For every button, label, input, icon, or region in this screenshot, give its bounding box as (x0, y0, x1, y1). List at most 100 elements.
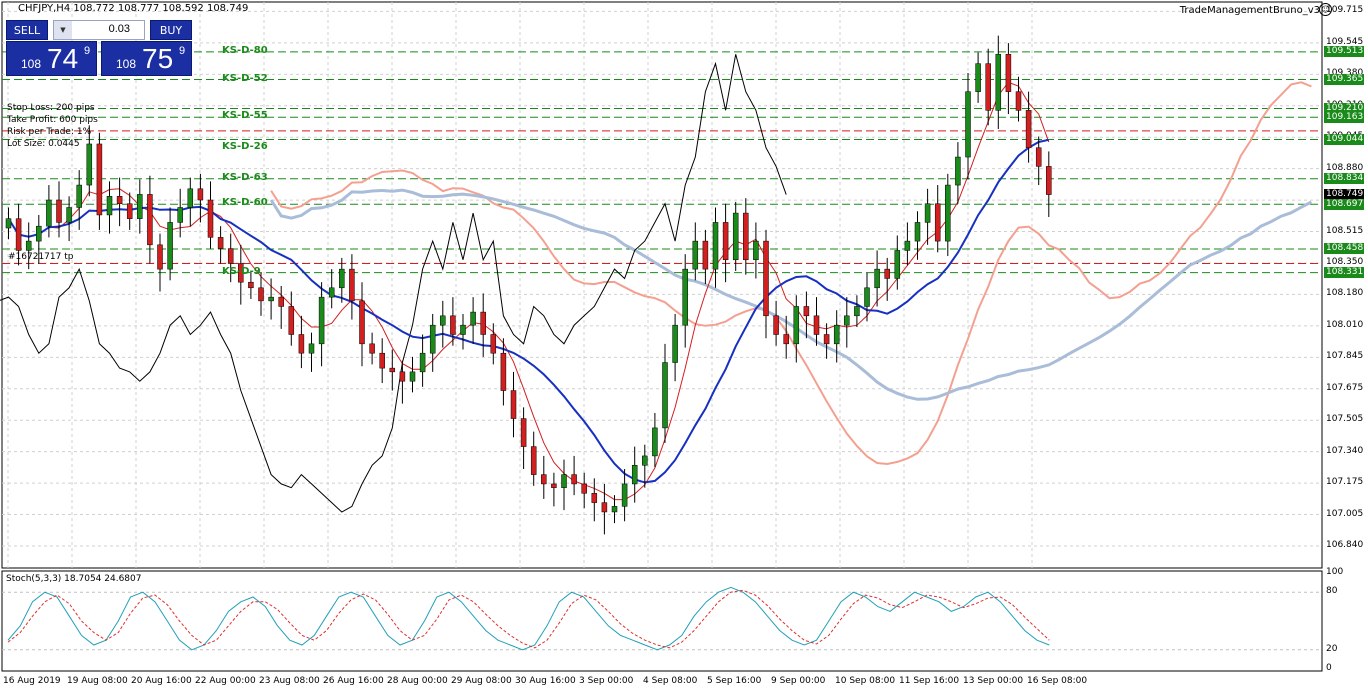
candle-body (541, 474, 547, 485)
candle-body (349, 268, 355, 302)
candle-body (591, 493, 598, 503)
price-tick: 109.715 (1326, 5, 1364, 16)
candle-body (470, 311, 476, 326)
sell-button[interactable]: SELL (6, 20, 48, 40)
buy-price-button[interactable]: 108 75 9 (101, 41, 192, 76)
candle-body (25, 240, 32, 251)
candlesticks (5, 35, 1052, 535)
stoch-main-line (7, 586, 1050, 651)
candle-body (328, 287, 335, 298)
stoch-signal-line (7, 589, 1050, 649)
price-tag: 109.365 (1324, 74, 1364, 86)
candle-body (662, 362, 668, 429)
candle-body (66, 207, 72, 223)
time-tick: 19 Aug 08:00 (67, 676, 128, 686)
candle-body (813, 315, 820, 335)
candle-body (36, 225, 42, 242)
time-tick: 30 Aug 16:00 (515, 676, 576, 686)
candle-body (86, 143, 93, 186)
candle-body (1046, 166, 1052, 195)
time-tick: 10 Sep 08:00 (835, 676, 896, 686)
candle-body (15, 218, 22, 251)
candle-body (278, 296, 284, 307)
candle-body (530, 446, 537, 475)
lot-size-input[interactable]: ▼ 0.03 (53, 20, 145, 40)
candle-body (601, 502, 608, 513)
ks-label: KS-D-9 (222, 265, 261, 277)
lot-size-value[interactable]: 0.03 (108, 23, 130, 35)
candle-body (359, 300, 365, 345)
price-tag: 108.458 (1324, 243, 1364, 255)
candle-body (783, 334, 789, 345)
buy-price-prefix: 108 (116, 57, 137, 71)
price-tag: 109.513 (1324, 46, 1364, 58)
candle-body (419, 352, 426, 373)
candle-body (177, 207, 183, 223)
price-tick: 107.675 (1326, 382, 1364, 393)
candle-body (965, 91, 971, 158)
time-tick: 13 Sep 00:00 (963, 676, 1024, 686)
candle-body (985, 63, 991, 111)
candle-body (914, 222, 921, 242)
candle-body (490, 334, 497, 354)
candle-body (702, 240, 709, 270)
take-profit-info: Take Profit: 600 pips (7, 115, 98, 125)
candle-body (924, 203, 931, 223)
stoch-tick: 100 (1326, 567, 1344, 577)
candle-body (945, 184, 951, 242)
stoch-tick: 80 (1326, 586, 1338, 597)
candle-body (753, 240, 759, 261)
ks-label: KS-D-55 (222, 110, 268, 122)
price-tick: 107.845 (1326, 351, 1364, 362)
time-tick: 4 Sep 08:00 (643, 676, 698, 686)
candle-body (561, 474, 567, 488)
sell-price-prefix: 108 (21, 57, 42, 71)
candle-body (934, 203, 941, 242)
candle-body (682, 268, 688, 326)
candle-body (995, 54, 1002, 111)
one-click-trading-panel: SELL ▼ 0.03 BUY 108 74 9 108 75 9 (6, 20, 192, 76)
stop-loss-info: Stop Loss: 200 pips (7, 103, 95, 113)
sell-price-main: 74 (47, 43, 79, 74)
candle-body (854, 306, 860, 317)
candle-body (399, 371, 406, 382)
time-tick: 9 Sep 00:00 (771, 676, 826, 686)
candle-body (207, 199, 214, 238)
lot-dropdown-icon[interactable]: ▼ (54, 21, 72, 39)
candle-body (126, 203, 133, 219)
candle-body (894, 250, 901, 279)
candle-body (56, 199, 62, 223)
stoch-label: Stoch(5,3,3) 18.7054 24.6807 (6, 574, 142, 584)
time-tick: 26 Aug 16:00 (323, 676, 384, 686)
chikou-span (0, 54, 787, 513)
candle-body (429, 324, 436, 354)
price-tick: 109.380 (1326, 68, 1363, 78)
price-tag: 109.210 (1324, 102, 1364, 114)
candle-body (238, 263, 244, 283)
candle-body (76, 184, 82, 208)
candle-body (5, 218, 12, 229)
order-tp-label: #16721717 tp (8, 252, 74, 262)
price-tick: 107.005 (1326, 508, 1364, 519)
buy-price-pip: 9 (179, 45, 186, 57)
time-tick: 3 Sep 00:00 (579, 676, 634, 686)
candle-body (227, 248, 234, 264)
sell-price-pip: 9 (84, 45, 91, 57)
candle-body (692, 240, 699, 270)
candle-body (844, 315, 850, 326)
sell-price-button[interactable]: 108 74 9 (6, 41, 97, 76)
time-tick: 28 Aug 00:00 (387, 676, 448, 686)
senkou-span-b (269, 188, 1313, 401)
time-tick: 22 Aug 00:00 (195, 676, 256, 686)
trade-info: Stop Loss: 200 pips Take Profit: 600 pip… (7, 102, 98, 150)
buy-button[interactable]: BUY (150, 20, 192, 40)
candle-body (450, 315, 456, 335)
candle-body (712, 222, 719, 270)
candle-body (631, 465, 638, 485)
candle-body (1005, 54, 1012, 92)
time-tick: 16 Sep 08:00 (1027, 676, 1088, 686)
risk-info: Risk per Trade: 1% (7, 127, 92, 137)
tenkan-sen (8, 81, 1050, 501)
candle-body (308, 343, 315, 354)
